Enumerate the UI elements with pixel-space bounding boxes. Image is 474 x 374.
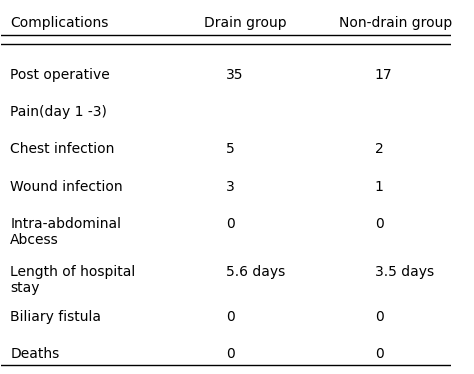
Text: Intra-abdominal
Abcess: Intra-abdominal Abcess xyxy=(10,217,121,247)
Text: Deaths: Deaths xyxy=(10,347,60,361)
Text: 0: 0 xyxy=(226,347,235,361)
Text: 17: 17 xyxy=(375,68,392,82)
Text: 3.5 days: 3.5 days xyxy=(375,265,434,279)
Text: 0: 0 xyxy=(226,217,235,231)
Text: Post operative: Post operative xyxy=(10,68,110,82)
Text: 0: 0 xyxy=(226,310,235,324)
Text: Length of hospital
stay: Length of hospital stay xyxy=(10,265,136,295)
Text: 5: 5 xyxy=(226,142,235,156)
Text: 5.6 days: 5.6 days xyxy=(226,265,285,279)
Text: 3: 3 xyxy=(226,180,235,194)
Text: 1: 1 xyxy=(375,180,383,194)
Text: 0: 0 xyxy=(375,217,383,231)
Text: Pain(day 1 -3): Pain(day 1 -3) xyxy=(10,105,107,119)
Text: Drain group: Drain group xyxy=(204,16,286,30)
Text: Complications: Complications xyxy=(10,16,109,30)
Text: 0: 0 xyxy=(375,347,383,361)
Text: 35: 35 xyxy=(226,68,244,82)
Text: Chest infection: Chest infection xyxy=(10,142,115,156)
Text: Wound infection: Wound infection xyxy=(10,180,123,194)
Text: 0: 0 xyxy=(375,310,383,324)
Text: Non-drain group: Non-drain group xyxy=(339,16,452,30)
Text: 2: 2 xyxy=(375,142,383,156)
Text: Biliary fistula: Biliary fistula xyxy=(10,310,101,324)
